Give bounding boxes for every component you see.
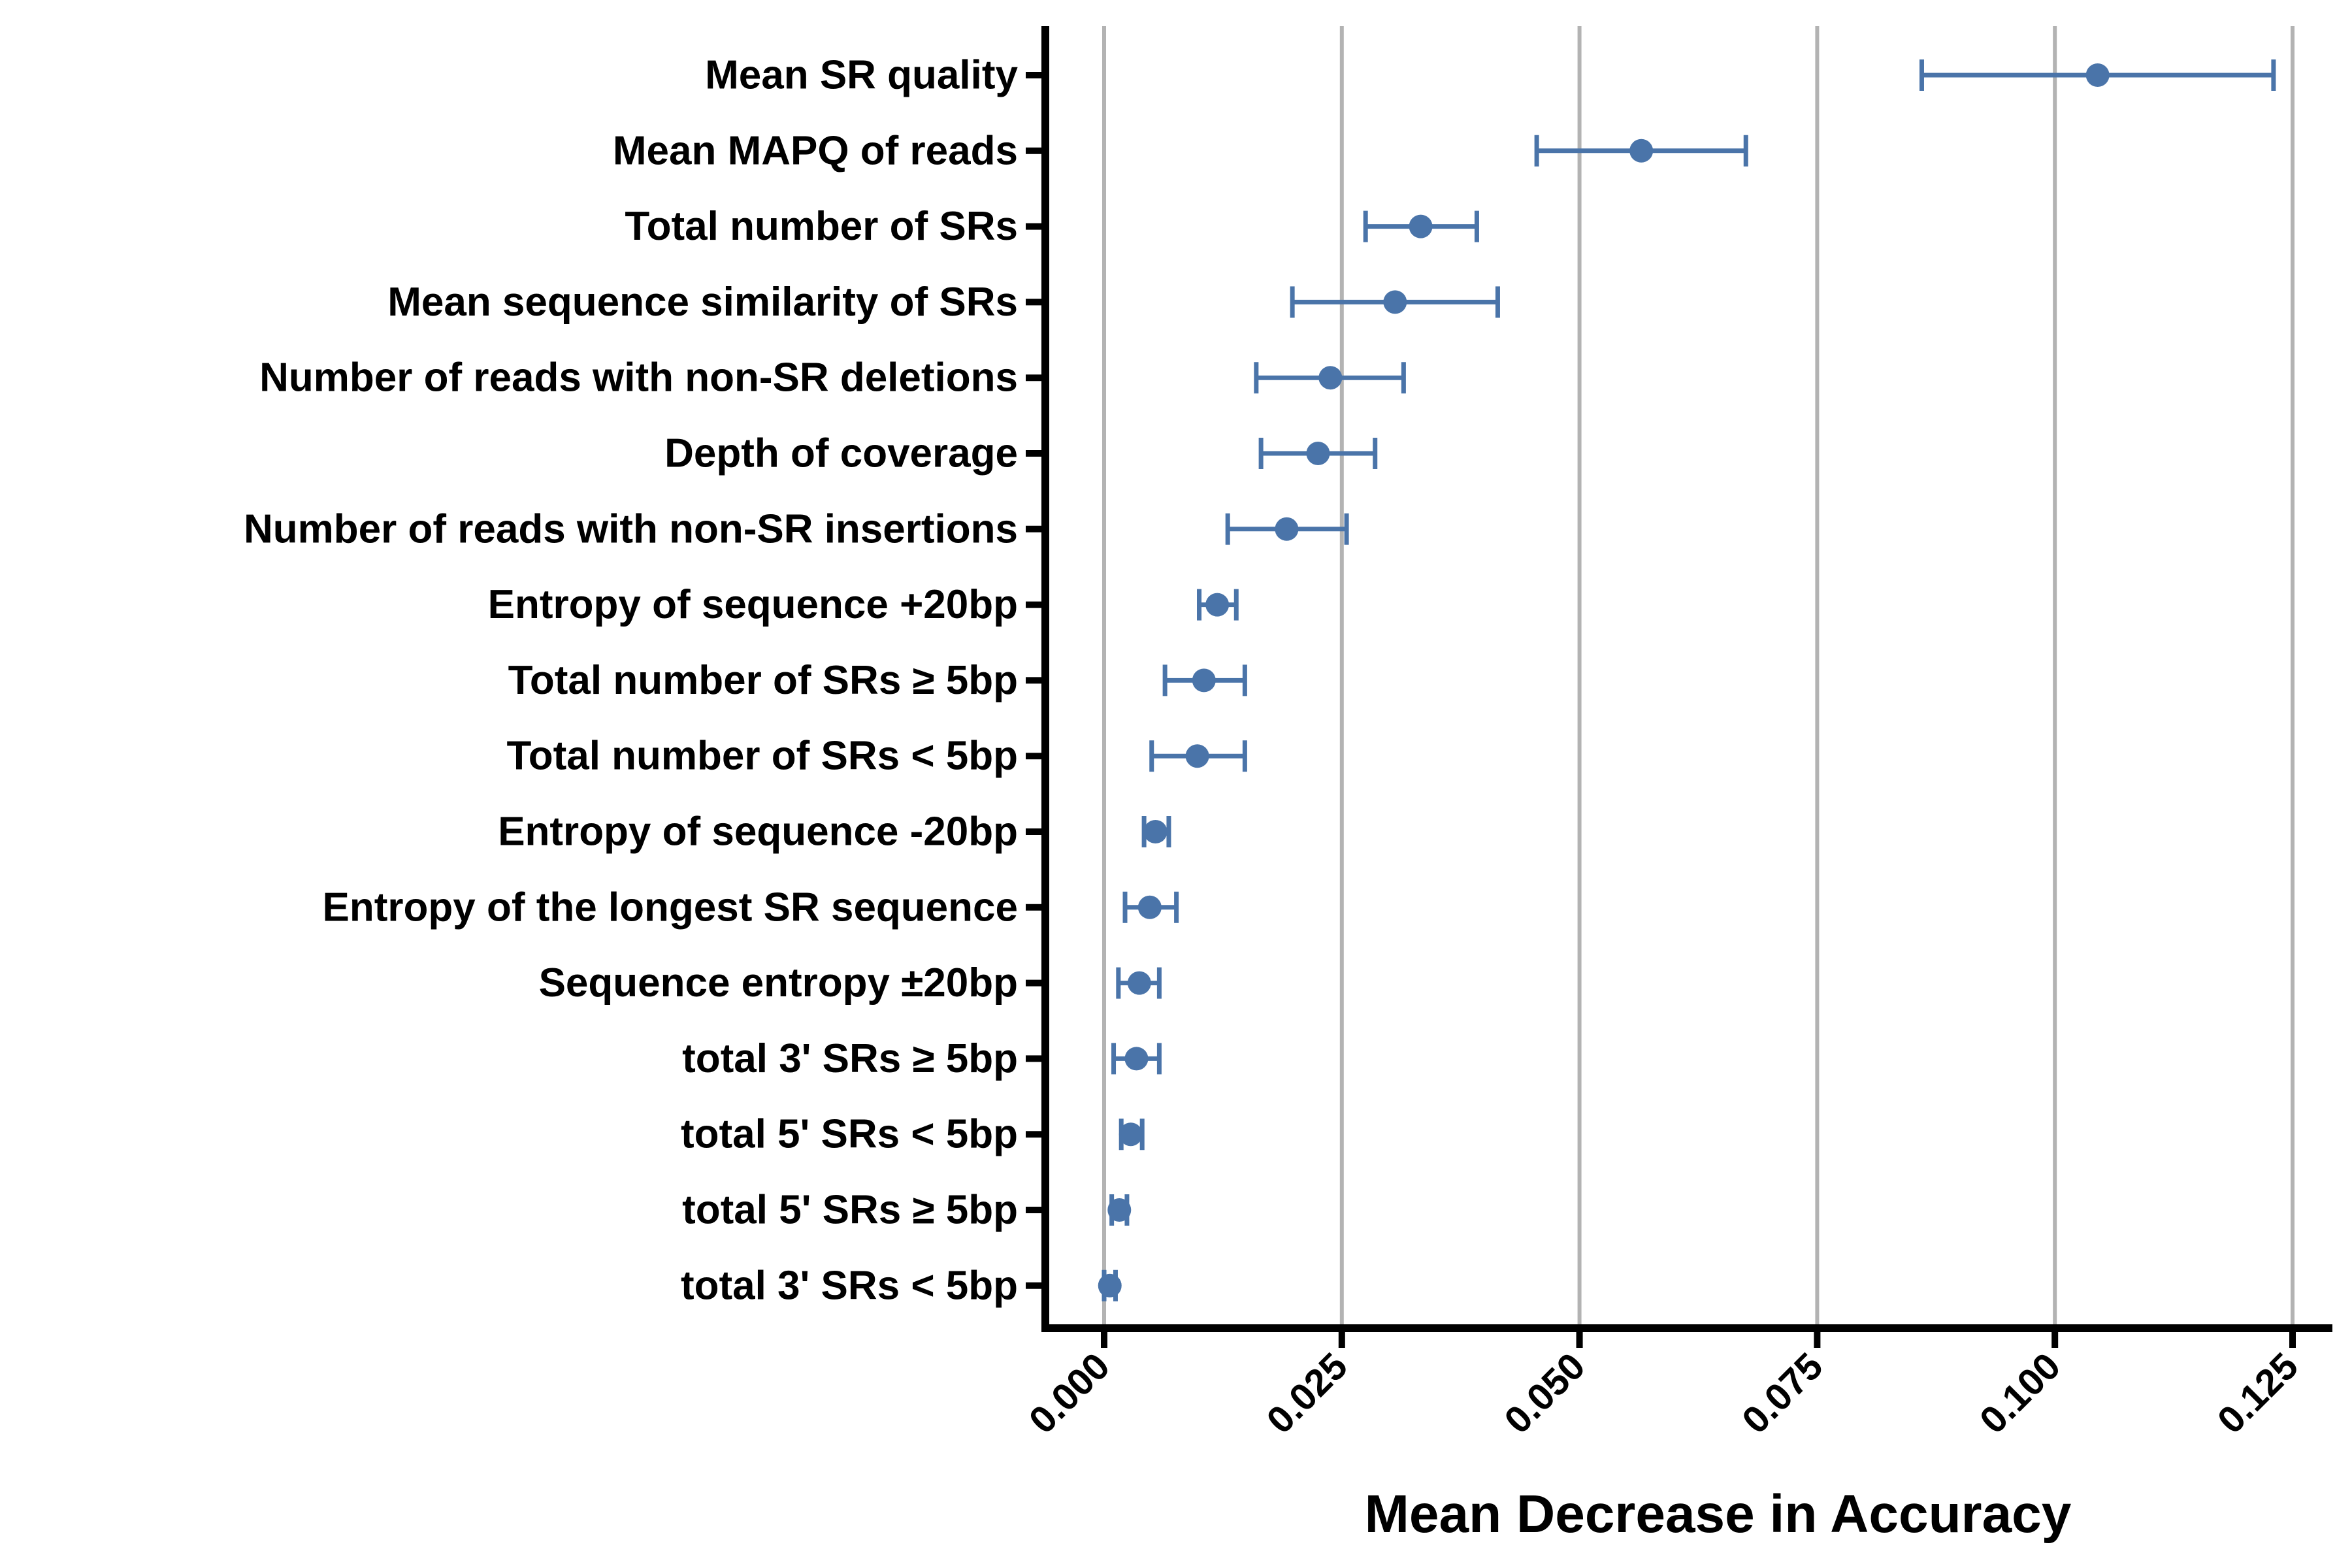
feature-label: Total number of SRs [625,204,1018,249]
error-bars [1102,59,2276,1301]
feature-label: total 5' SRs ≥ 5bp [682,1188,1018,1233]
x-axis-title: Mean Decrease in Accuracy [1365,1484,2072,1544]
data-point [1409,214,1433,238]
data-point [1127,971,1151,995]
feature-label: Mean SR quality [705,53,1018,98]
feature-label: total 3' SRs < 5bp [681,1263,1018,1308]
x-tick-label: 0.025 [1258,1345,1356,1442]
data-point [1318,366,1343,390]
feature-label: Mean sequence similarity of SRs [387,280,1018,325]
feature-label: Entropy of sequence -20bp [498,809,1018,855]
data-point [1124,1047,1149,1071]
x-tick-label: 0.050 [1496,1345,1593,1442]
x-tick-label: 0.100 [1972,1345,2069,1442]
data-point [1137,895,1162,919]
data-point [1098,1273,1122,1298]
feature-label: Sequence entropy ±20bp [539,960,1018,1005]
x-ticks: 0.000 0.025 0.050 0.075 0.100 0.125 [1021,1328,2307,1442]
feature-label: Mean MAPQ of reads [613,128,1018,173]
data-point [1185,744,1209,768]
data-point [1383,290,1407,314]
data-point [2085,63,2110,87]
feature-label: Number of reads with non-SR deletions [259,355,1018,400]
feature-label: Total number of SRs ≥ 5bp [508,658,1018,703]
x-tick-label: 0.125 [2210,1345,2307,1442]
feature-label: Entropy of the longest SR sequence [323,885,1018,930]
data-points [1098,63,2110,1298]
feature-label: Total number of SRs < 5bp [506,734,1018,779]
data-point [1107,1198,1132,1222]
feature-label: Number of reads with non-SR insertions [244,506,1018,551]
feature-label: Depth of coverage [664,431,1018,476]
y-ticks: Mean SR quality Mean MAPQ of reads Total n… [244,53,1045,1308]
feature-label: total 3' SRs ≥ 5bp [682,1036,1018,1081]
feature-label: Entropy of sequence +20bp [488,582,1018,627]
data-point [1192,668,1216,693]
data-point [1306,442,1330,465]
x-tick-label: 0.000 [1021,1345,1119,1442]
data-point [1119,1122,1143,1147]
data-point [1205,593,1230,617]
gridlines [1102,26,2295,1328]
x-tick-label: 0.075 [1734,1345,1831,1442]
feature-label: total 5' SRs < 5bp [681,1112,1018,1157]
data-point [1143,820,1168,843]
data-point [1629,139,1654,163]
data-point [1275,517,1299,541]
